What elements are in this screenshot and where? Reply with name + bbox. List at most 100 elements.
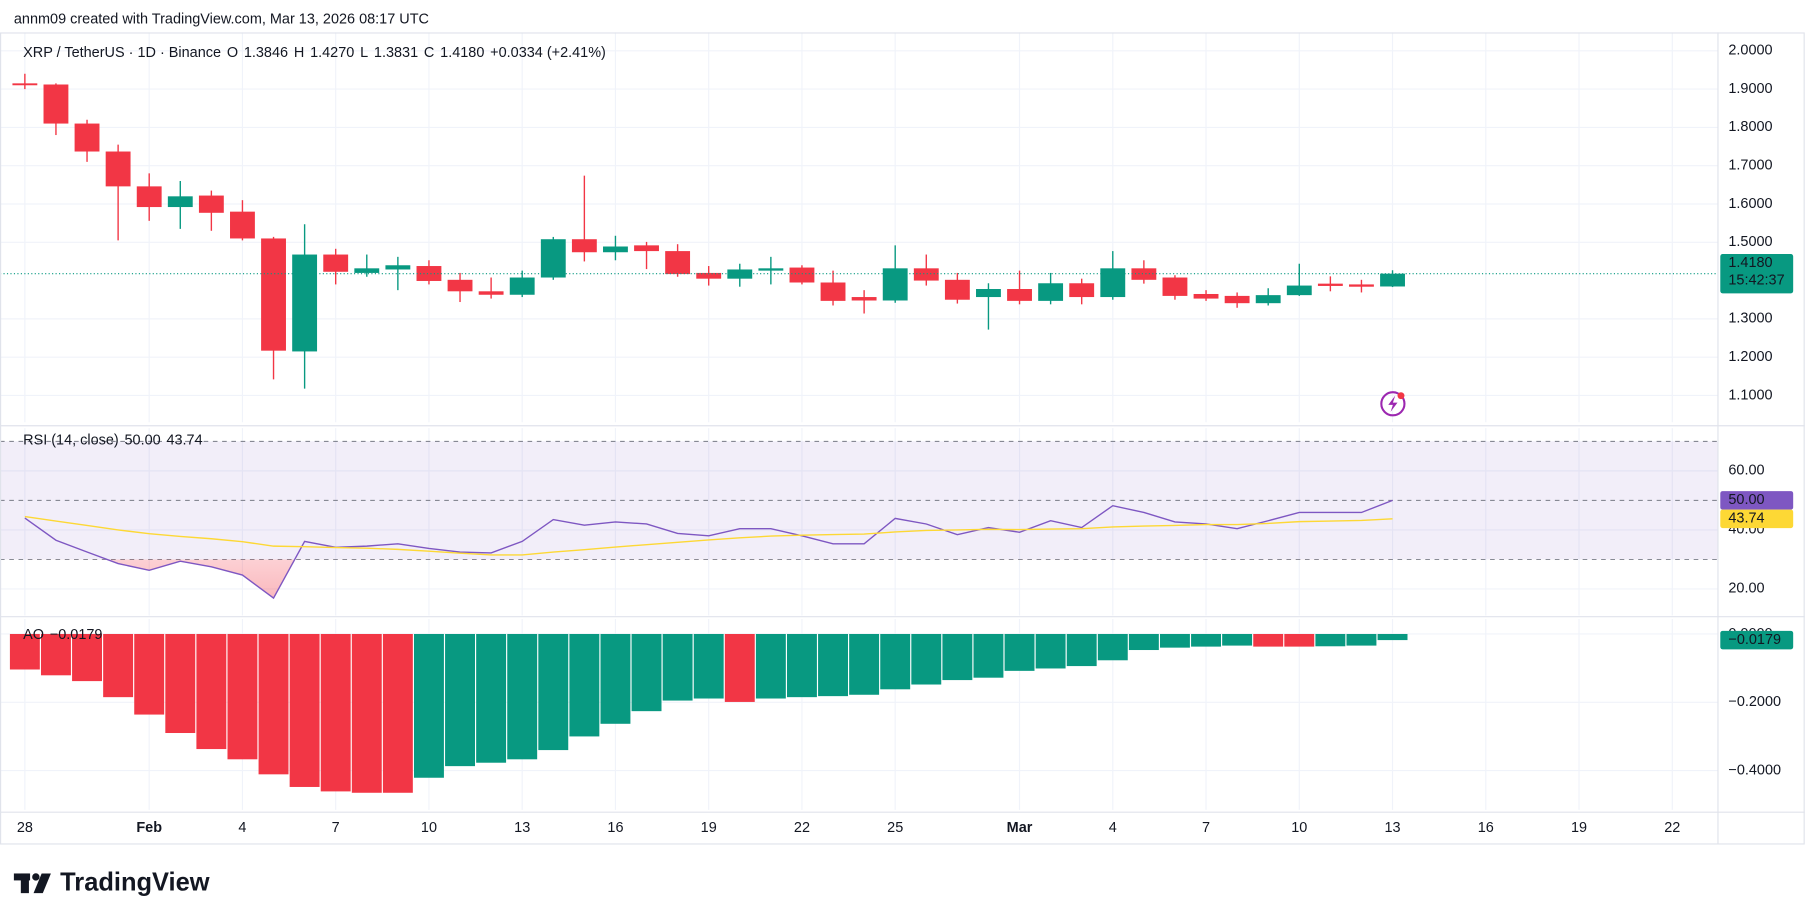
rsi-band-fill (0, 441, 1718, 560)
price-tag-label: 15:42:37 (1728, 272, 1784, 288)
candle-body (198, 195, 224, 213)
ao-bar (1346, 633, 1377, 646)
ao-bar (103, 633, 134, 698)
ao-bar (227, 633, 258, 760)
y-tick-label: 60.00 (1728, 463, 1764, 479)
ao-bar (134, 633, 165, 715)
ao-bar (755, 633, 786, 699)
candle-body (1224, 295, 1250, 304)
y-tick-label: 1.9000 (1728, 81, 1772, 97)
candle-body (1131, 268, 1157, 280)
alert-icon (1380, 391, 1406, 417)
y-tick-label: 1.5000 (1728, 234, 1772, 250)
ao-bar (196, 633, 227, 750)
candle-body (1100, 268, 1126, 298)
ao-bar (1128, 633, 1159, 651)
candle-body (571, 239, 597, 253)
candle-body (447, 279, 473, 292)
ao-bar (445, 633, 475, 767)
candle-body (882, 268, 908, 301)
price-tag (1720, 254, 1794, 294)
candle-body (758, 268, 784, 271)
legend-text: L (360, 45, 368, 61)
candle-body (136, 186, 162, 208)
candle-body (74, 123, 100, 152)
legend-text: 50.00 (125, 433, 161, 449)
ao-bar (1377, 633, 1408, 641)
legend-text: RSI (14, close) (23, 433, 119, 449)
ao-bar (1191, 633, 1221, 647)
ao-bar (289, 633, 320, 787)
y-tick-label: −0.4000 (1728, 762, 1781, 778)
x-tick-label: Mar (1007, 820, 1033, 836)
ao-bar (507, 633, 538, 760)
alert-dot (1397, 392, 1405, 400)
candle-body (292, 254, 318, 352)
alert-bolt (1388, 395, 1398, 412)
y-tick-label: 1.2000 (1728, 349, 1772, 365)
candle-body (976, 289, 1001, 298)
legend-text: H (294, 45, 304, 61)
y-tick-label: 1.6000 (1728, 196, 1772, 212)
logo-part (32, 873, 40, 881)
ao-bar (693, 633, 724, 699)
ao-bar (631, 633, 662, 712)
candle-body (354, 268, 380, 273)
y-tick-label: 1.7000 (1728, 158, 1772, 174)
x-tick-label: 16 (607, 820, 623, 836)
logo-part (20, 873, 29, 894)
price-tag-label: −0.0179 (1728, 632, 1781, 648)
brand-logo: TradingView (13, 869, 210, 897)
brand: TradingView (60, 869, 210, 897)
x-tick-label: Feb (136, 820, 162, 836)
candle-body (12, 83, 38, 86)
candle-body (820, 282, 846, 301)
candle-body (665, 251, 691, 275)
price-tag (1720, 630, 1794, 650)
candle-body (1380, 273, 1405, 287)
x-tick-label: 28 (17, 820, 33, 836)
x-tick-label: 10 (1291, 820, 1307, 836)
ao-bar (382, 633, 413, 793)
ao-bar (1222, 633, 1253, 646)
ao-bar (1066, 633, 1097, 667)
legend-text: 1.4270 (310, 45, 354, 61)
ao-bar (476, 633, 507, 763)
y-tick-label: 1.1000 (1728, 387, 1772, 403)
candle-body (1286, 285, 1312, 296)
x-tick-label: 25 (887, 820, 903, 836)
ao-bar (538, 633, 569, 751)
indicator-line (24, 515, 1393, 556)
marks-layer (0, 73, 1718, 793)
legend-text: −0.0179 (50, 627, 103, 643)
legend-text: 1.4180 (440, 45, 484, 61)
y-tick-label: −0.2000 (1728, 694, 1781, 710)
legend-text: AO (23, 627, 44, 643)
candle-body (1069, 283, 1095, 298)
candle-body (385, 265, 411, 270)
logo-part (33, 873, 51, 894)
x-tick-label: 13 (514, 820, 530, 836)
alert-ring (1380, 391, 1406, 417)
x-tick-label: 19 (1571, 820, 1587, 836)
x-tick-label: 19 (701, 820, 717, 836)
ao-bar (1284, 633, 1315, 647)
ao-bar (849, 633, 880, 695)
price-tag-label: 43.74 (1728, 511, 1764, 527)
candle-body (851, 297, 877, 301)
candle-body (43, 84, 69, 124)
y-tick-label: 1.3000 (1728, 311, 1772, 327)
candle-body (913, 268, 939, 281)
candle-body (509, 277, 535, 295)
ao-bar (942, 633, 973, 681)
ao-bar (40, 633, 71, 676)
ao-bar (1004, 633, 1035, 671)
ao-bar (258, 633, 289, 775)
candle-body (261, 238, 286, 351)
legend-text: 43.74 (166, 433, 202, 449)
ao-bar (818, 633, 848, 697)
ao-bar (724, 633, 755, 702)
candle-body (105, 151, 131, 187)
